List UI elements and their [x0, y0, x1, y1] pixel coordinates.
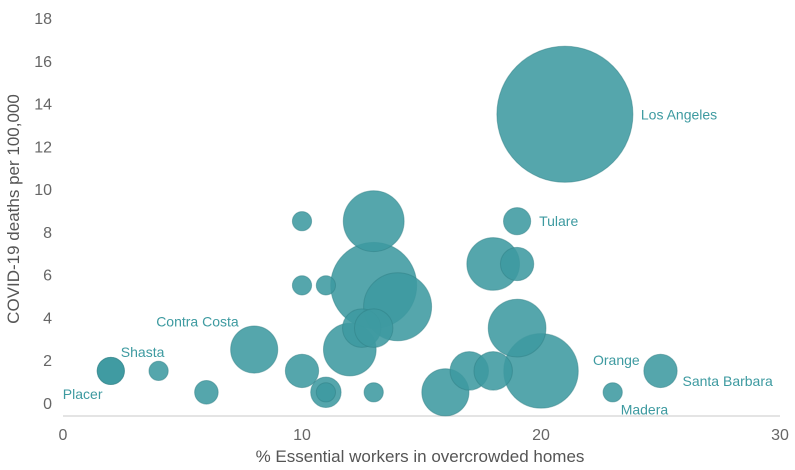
y-tick-label: 14 [34, 97, 52, 114]
y-tick-label: 12 [34, 139, 52, 156]
bubble-point [496, 45, 634, 183]
bubble-point [342, 190, 405, 253]
bubble-point [643, 353, 678, 389]
y-tick-label: 6 [43, 268, 52, 285]
bubble-point [96, 356, 125, 386]
y-tick-label: 18 [34, 11, 52, 28]
bubble-point [148, 360, 169, 382]
bubble-point [315, 275, 337, 296]
bubble-point [315, 382, 337, 403]
bubble-point [353, 308, 394, 348]
y-tick-label: 8 [43, 225, 52, 242]
point-label-tulare: Tulare [539, 213, 578, 229]
y-tick-label: 10 [34, 182, 52, 199]
bubble-point [473, 351, 513, 391]
bubble-point [487, 298, 547, 358]
x-tick-label: 20 [532, 427, 550, 444]
bubble-point [499, 246, 535, 282]
bubble-point [194, 380, 219, 405]
x-tick-labels: 0 10 20 30 [59, 427, 789, 444]
y-tick-label: 4 [43, 310, 52, 327]
x-tick-label: 10 [293, 427, 311, 444]
point-label-shasta: Shasta [121, 344, 165, 360]
point-label-santa-barbara: Santa Barbara [683, 373, 773, 389]
point-label-layer: Los Angeles Tulare Shasta Placer Contra Cost… [63, 106, 773, 417]
point-label-los-angeles: Los Angeles [641, 106, 717, 122]
point-label-contra-costa: Contra Costa [156, 314, 239, 330]
y-axis-title: COVID-19 deaths per 100,000 [4, 94, 23, 324]
y-tick-label: 16 [34, 54, 52, 71]
bubble-point [502, 207, 532, 236]
point-label-orange: Orange [593, 352, 640, 368]
y-tick-labels: 0 2 4 6 8 10 12 14 16 18 [34, 11, 52, 413]
bubble-point [602, 382, 623, 403]
bubble-point [284, 353, 320, 389]
y-tick-label: 0 [43, 396, 52, 413]
x-tick-label: 30 [771, 427, 789, 444]
x-axis-title: % Essential workers in overcrowded homes [256, 447, 585, 466]
point-label-placer: Placer [63, 386, 103, 402]
bubble-point [291, 275, 313, 296]
bubble-point [291, 211, 313, 232]
y-tick-label: 2 [43, 353, 52, 370]
bubble-point [230, 325, 279, 374]
bubble-layer [96, 45, 678, 417]
bubble-point [363, 382, 384, 403]
point-label-madera: Madera [621, 401, 669, 417]
x-tick-label: 0 [59, 427, 68, 444]
